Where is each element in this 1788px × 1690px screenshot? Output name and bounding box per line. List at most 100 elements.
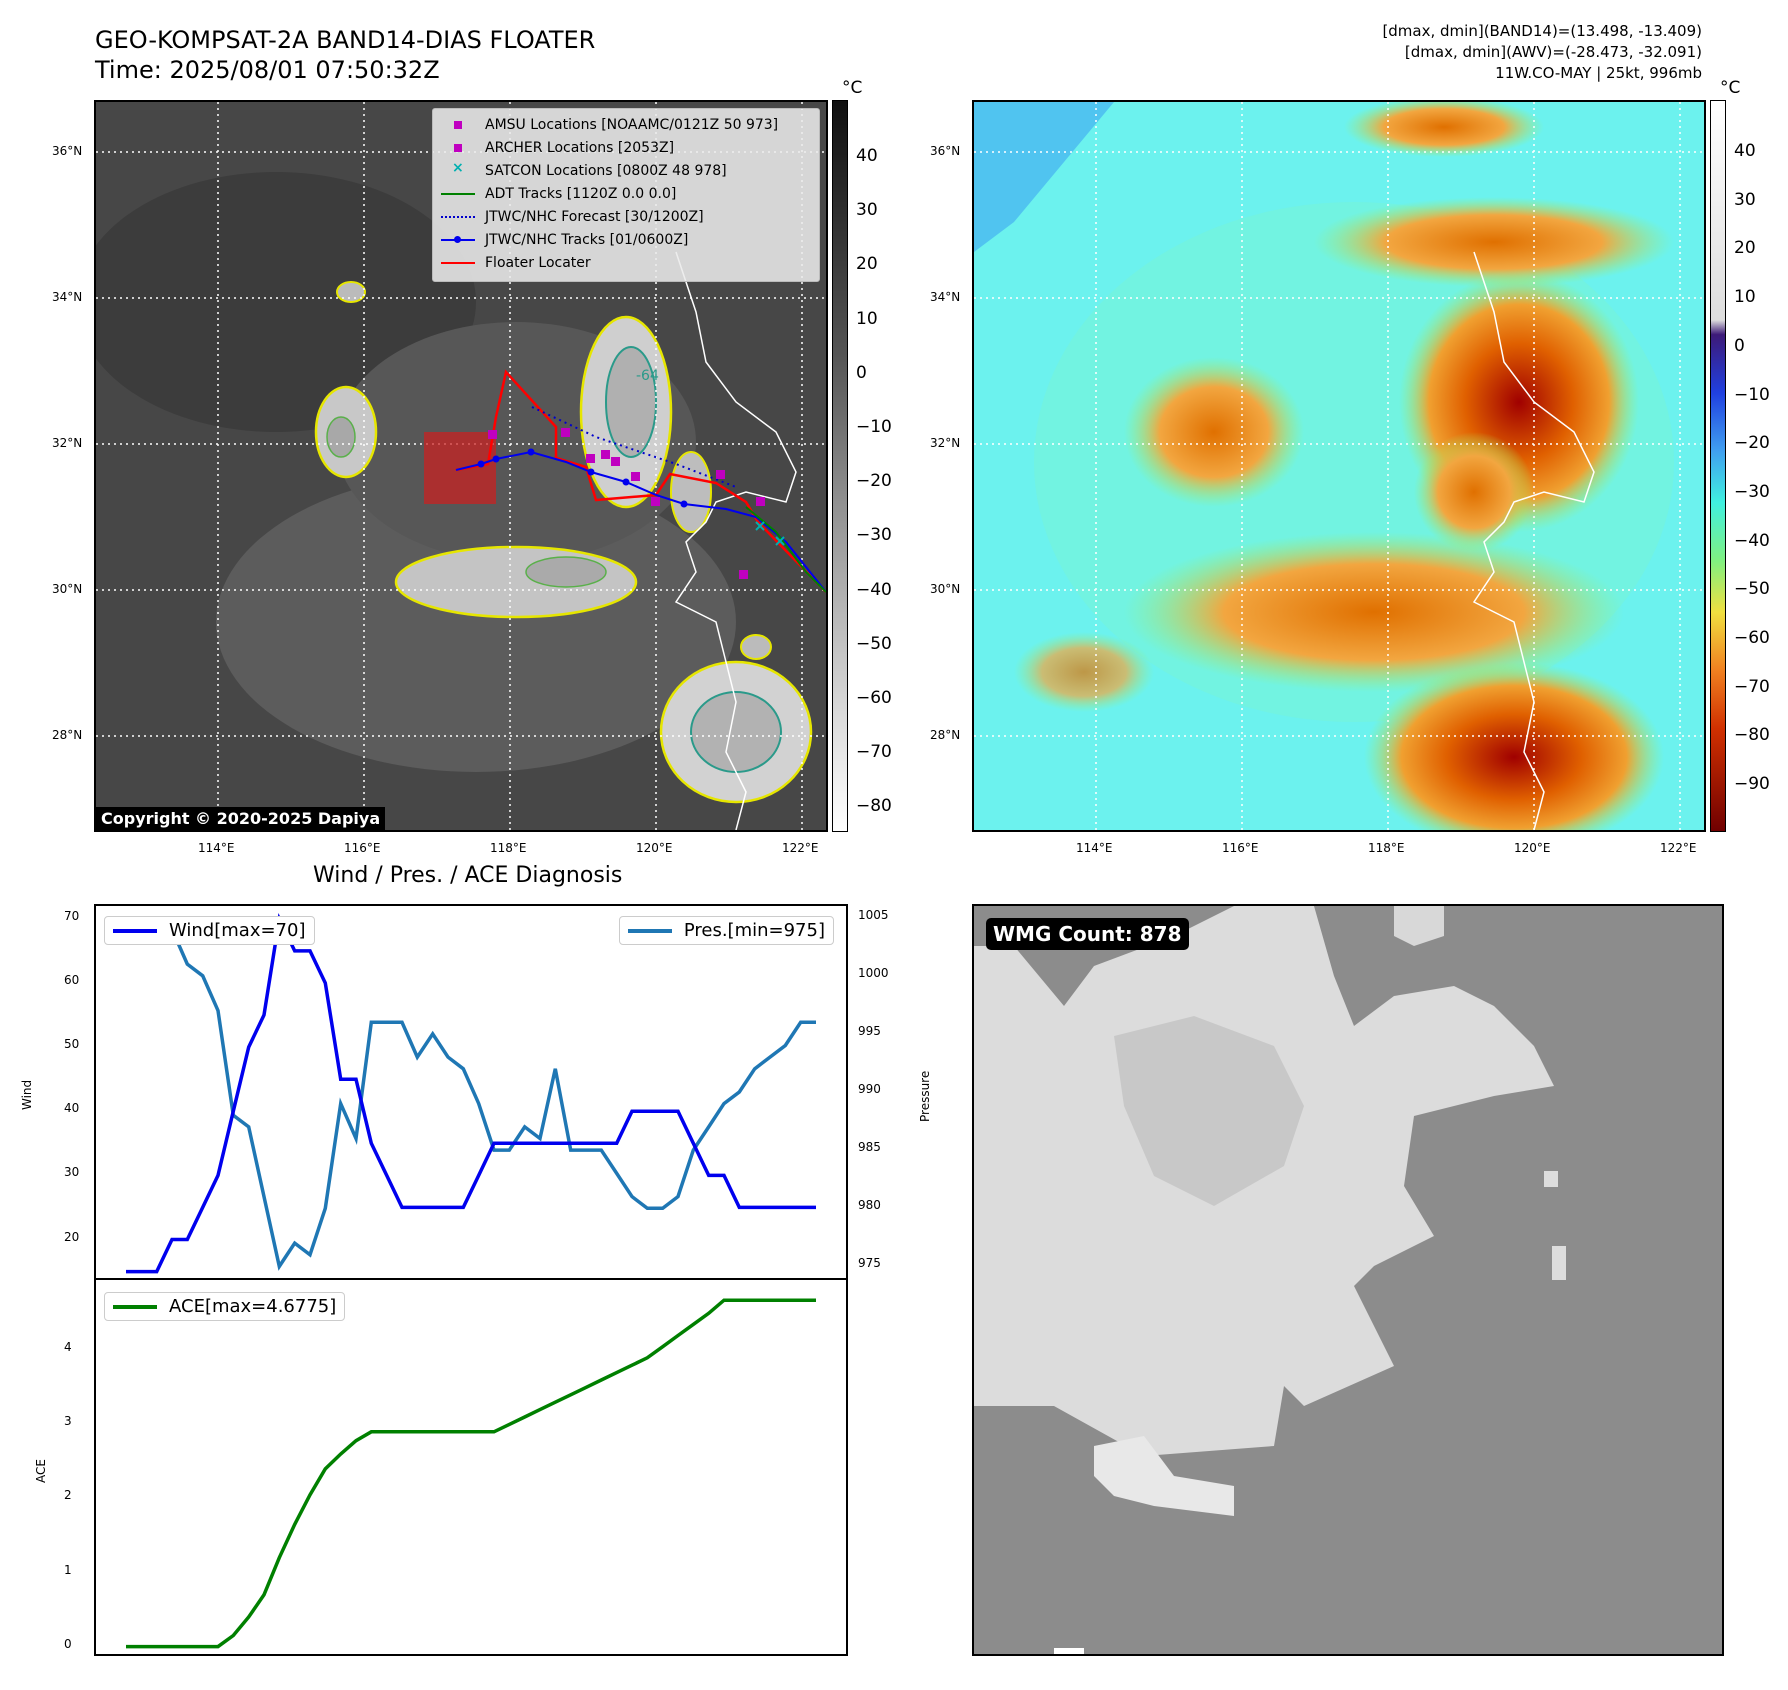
legend-label: JTWC/NHC Tracks [01/0600Z] xyxy=(485,231,689,248)
legend-symbol xyxy=(441,188,475,200)
colorbar-right xyxy=(1710,100,1726,832)
colorbar-left-unit: °C xyxy=(842,78,863,98)
lon-tick-label: 116°E xyxy=(344,841,381,855)
legend-item: JTWC/NHC Forecast [30/1200Z] xyxy=(441,205,811,228)
wind-tick-label: 40 xyxy=(64,1101,80,1116)
wind-tick-label: 30 xyxy=(64,1165,80,1180)
legend-item: ARCHER Locations [2053Z] xyxy=(441,136,811,159)
lat-tick-label: 32°N xyxy=(930,436,961,450)
lon-tick-label: 122°E xyxy=(1660,841,1697,855)
legend-ace: ACE[max=4.6775] xyxy=(104,1292,346,1321)
map-legend: AMSU Locations [NOAAMC/0121Z 50 973] ARCH… xyxy=(432,108,820,282)
wind-tick-label: 20 xyxy=(64,1229,80,1244)
chart-title: Wind / Pres. / ACE Diagnosis xyxy=(313,863,623,888)
amsu-archer-markers xyxy=(488,428,765,579)
pressure-line xyxy=(126,927,816,1271)
colorbar-left xyxy=(832,100,848,832)
colorbar-left-label: −20 xyxy=(856,471,892,492)
colorbar-left-label: −70 xyxy=(856,742,892,763)
lon-tick-label: 116°E xyxy=(1222,841,1259,855)
lat-tick-label: 36°N xyxy=(52,144,83,158)
lon-tick-label: 122°E xyxy=(782,841,819,855)
colorbar-right-label: −80 xyxy=(1734,725,1770,746)
colorbar-left-label: −30 xyxy=(856,525,892,546)
colorbar-right-label: 0 xyxy=(1734,335,1745,356)
pressure-tick-label: 1000 xyxy=(858,965,889,980)
ace-tick-label: 3 xyxy=(64,1414,72,1429)
colorbar-left-label: −10 xyxy=(856,417,892,437)
legend-symbol xyxy=(441,119,475,131)
legend-pressure: Pres.[min=975] xyxy=(618,916,834,945)
colorbar-right-label: −40 xyxy=(1734,530,1770,551)
contour-label: -64 xyxy=(636,368,659,384)
page-timestamp: Time: 2025/08/01 07:50:32Z xyxy=(95,56,440,84)
lon-tick-label: 118°E xyxy=(1368,841,1405,855)
pressure-tick-label: 995 xyxy=(858,1023,881,1038)
lat-tick-label: 28°N xyxy=(930,728,961,742)
lat-tick-label: 34°N xyxy=(930,290,961,304)
forecast-track xyxy=(531,406,737,488)
lon-tick-label: 114°E xyxy=(1076,841,1113,855)
colorbar-left-label: −40 xyxy=(856,579,892,600)
awv-map-image xyxy=(974,102,1704,830)
colorbar-left-label: 0 xyxy=(856,362,867,383)
pressure-tick-label: 990 xyxy=(858,1082,881,1096)
lat-tick-label: 32°N xyxy=(52,436,83,450)
wind-pressure-chart: Wind[max=70] Pres.[min=975] xyxy=(94,904,848,1280)
legend-symbol: × xyxy=(452,159,464,176)
wind-tick-label: 70 xyxy=(64,908,80,923)
ace-tick-label: 4 xyxy=(64,1340,72,1355)
ace-tick-label: 2 xyxy=(64,1488,72,1503)
legend-wind: Wind[max=70] xyxy=(104,916,315,945)
ace-tick-label: 1 xyxy=(64,1562,72,1577)
wind-tick-label: 60 xyxy=(64,972,80,987)
pressure-axis-label: Pressure xyxy=(918,1070,932,1122)
satcon-markers xyxy=(755,521,785,546)
lat-tick-label: 30°N xyxy=(52,582,83,596)
lon-tick-label: 118°E xyxy=(490,841,527,855)
legend-item: JTWC/NHC Tracks [01/0600Z] xyxy=(441,228,811,251)
copyright-badge: Copyright © 2020-2025 Dapiya xyxy=(96,807,386,830)
colorbar-right-label: 40 xyxy=(1734,141,1756,161)
wind-axis-label: Wind xyxy=(20,1079,34,1110)
legend-symbol xyxy=(441,257,475,269)
floater-locater-track xyxy=(455,369,826,593)
colorbar-left-label: −80 xyxy=(856,796,892,817)
lon-tick-label: 120°E xyxy=(1514,841,1551,855)
lat-tick-label: 30°N xyxy=(930,582,961,596)
legend-symbol xyxy=(441,142,475,154)
wind-pressure-plot xyxy=(126,912,816,1274)
ace-tick-label: 0 xyxy=(64,1636,72,1651)
legend-item: × SATCON Locations [0800Z 48 978] xyxy=(441,159,811,182)
pressure-tick-label: 980 xyxy=(858,1198,881,1213)
legend-label: JTWC/NHC Forecast [30/1200Z] xyxy=(485,208,704,225)
colorbar-right-label: −30 xyxy=(1734,481,1770,502)
awv-color-map xyxy=(972,100,1706,832)
colorbar-left-label: 40 xyxy=(856,146,878,166)
legend-item: AMSU Locations [NOAAMC/0121Z 50 973] xyxy=(441,113,811,136)
lon-tick-label: 120°E xyxy=(636,841,673,855)
wmg-image xyxy=(974,906,1722,1654)
pressure-tick-label: 985 xyxy=(858,1140,881,1155)
wind-line xyxy=(126,912,816,1274)
colorbar-left-label: 20 xyxy=(856,254,878,275)
colorbar-right-label: 30 xyxy=(1734,189,1756,210)
legend-label: ADT Tracks [1120Z 0.0 0.0] xyxy=(485,185,677,202)
legend-label: ARCHER Locations [2053Z] xyxy=(485,139,675,156)
legend-label: AMSU Locations [NOAAMC/0121Z 50 973] xyxy=(485,116,779,133)
colorbar-right-unit: °C xyxy=(1720,78,1741,98)
awv-gridlines xyxy=(974,102,1704,830)
lat-tick-label: 36°N xyxy=(930,144,961,158)
ace-plot xyxy=(126,1298,816,1649)
ace-axis-label: ACE xyxy=(34,1459,48,1483)
legend-label: SATCON Locations [0800Z 48 978] xyxy=(485,162,727,179)
pressure-tick-label: 1005 xyxy=(858,907,889,922)
legend-symbol xyxy=(441,211,475,223)
legend-item: Floater Locater xyxy=(441,251,811,274)
colorbar-right-label: 20 xyxy=(1734,238,1756,259)
colorbar-right-label: −70 xyxy=(1734,676,1770,697)
info-band14-range: [dmax, dmin](BAND14)=(13.498, -13.409) xyxy=(1382,22,1702,40)
colorbar-right-label: −20 xyxy=(1734,433,1770,454)
colorbar-right-label: −60 xyxy=(1734,628,1770,648)
legend-label: Floater Locater xyxy=(485,254,591,271)
